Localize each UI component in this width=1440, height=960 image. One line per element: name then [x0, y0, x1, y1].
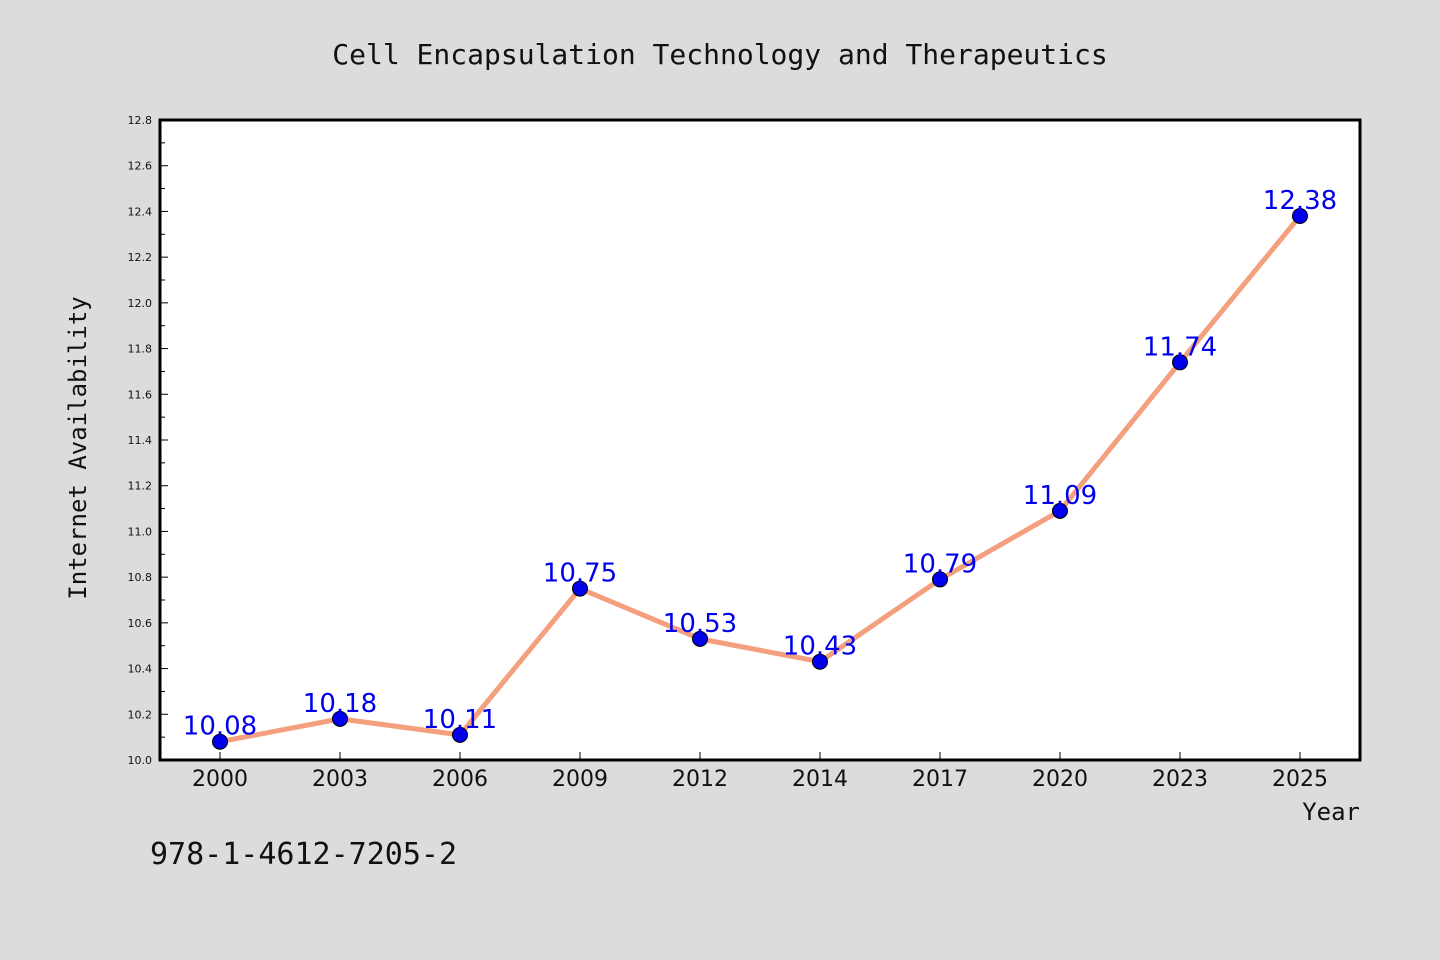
y-tick-label: 11.6: [128, 388, 153, 401]
x-tick-label: 2017: [912, 767, 968, 792]
data-label: 10.79: [903, 549, 977, 579]
data-label: 10.18: [303, 689, 377, 719]
data-label: 10.11: [423, 705, 497, 735]
data-label: 11.09: [1023, 481, 1097, 511]
y-tick-label: 12.6: [128, 160, 153, 173]
y-tick-label: 11.8: [128, 343, 153, 356]
x-tick-label: 2023: [1152, 767, 1208, 792]
data-label: 11.74: [1143, 332, 1217, 362]
y-tick-label: 11.0: [128, 525, 153, 538]
x-tick-label: 2006: [432, 767, 488, 792]
data-point: [212, 733, 228, 750]
data-label: 10.43: [783, 632, 857, 662]
y-tick-label: 12.4: [128, 205, 153, 218]
data-point: [452, 726, 468, 743]
data-point: [572, 580, 588, 597]
data-point: [332, 710, 348, 727]
data-point: [1172, 354, 1188, 371]
x-tick-label: 2003: [312, 767, 368, 792]
x-tick-label: 2000: [192, 767, 248, 792]
y-tick-label: 12.8: [128, 114, 153, 127]
x-tick-label: 2020: [1032, 767, 1088, 792]
y-tick-label: 10.4: [128, 663, 153, 676]
y-tick-label: 10.0: [128, 754, 153, 767]
data-point: [1292, 208, 1308, 224]
isbn-footer: 978-1-4612-7205-2: [150, 837, 457, 872]
y-tick-label: 11.4: [128, 434, 153, 447]
y-tick-label: 11.2: [128, 480, 153, 493]
data-label: 10.53: [663, 609, 737, 639]
y-tick-label: 10.8: [128, 571, 153, 584]
data-point: [692, 630, 708, 647]
chart-title: Cell Encapsulation Technology and Therap…: [332, 38, 1107, 71]
data-label: 10.08: [183, 712, 257, 742]
x-tick-label: 2012: [672, 767, 728, 792]
x-tick-label: 2014: [792, 767, 848, 792]
data-label: 12.38: [1263, 186, 1337, 216]
y-tick-label: 12.2: [128, 251, 153, 264]
x-tick-label: 2025: [1272, 767, 1328, 792]
data-label: 10.75: [543, 559, 617, 589]
data-point: [812, 653, 828, 670]
y-tick-label: 12.0: [128, 297, 153, 310]
plot-area: [158, 118, 1362, 762]
y-axis-label: Internet Availability: [64, 296, 92, 599]
y-tick-label: 10.6: [128, 617, 153, 630]
data-point: [932, 571, 948, 588]
x-tick-label: 2009: [552, 767, 608, 792]
y-tick-label: 10.2: [128, 708, 153, 721]
series-line: [217, 213, 1303, 745]
data-point: [1052, 502, 1068, 519]
x-axis-label: Year: [1302, 798, 1360, 826]
